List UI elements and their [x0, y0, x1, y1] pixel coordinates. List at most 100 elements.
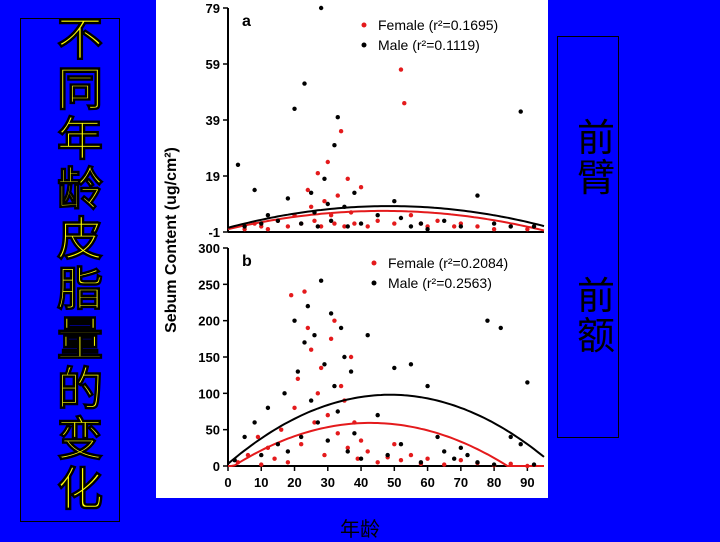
female-point — [475, 224, 480, 229]
y-tick-label: 200 — [198, 314, 220, 329]
male-point — [298, 221, 304, 226]
female-point — [365, 224, 370, 229]
male-point — [442, 218, 447, 223]
female-point — [322, 199, 327, 204]
male-point — [485, 318, 490, 323]
male-legend-marker — [361, 42, 367, 48]
male-point — [325, 438, 330, 443]
male-point — [285, 449, 291, 454]
y-tick-label: 300 — [198, 241, 220, 256]
male-point — [302, 81, 307, 86]
x-tick-label: 10 — [254, 475, 268, 490]
female-point — [525, 227, 530, 232]
male-point — [252, 187, 257, 193]
female-point — [325, 159, 330, 165]
male-point — [292, 106, 297, 112]
female-fit-curve — [228, 421, 544, 467]
male-point — [259, 452, 264, 458]
female-point — [442, 462, 447, 467]
male-fit-curve — [227, 393, 545, 465]
female-point — [332, 318, 337, 323]
female-point — [255, 434, 261, 440]
male-point — [235, 162, 241, 167]
female-point — [315, 391, 321, 396]
male-point — [332, 143, 337, 148]
male-point — [425, 227, 430, 232]
male-point — [315, 224, 321, 229]
male-point — [385, 452, 390, 458]
female-legend-marker — [371, 260, 377, 266]
male-point — [342, 354, 347, 360]
male-legend-marker — [371, 280, 377, 286]
male-fit-curve — [227, 205, 545, 229]
female-point — [292, 405, 297, 411]
x-tick-label: 20 — [287, 475, 301, 490]
male-point — [292, 318, 297, 323]
male-point — [318, 278, 324, 283]
female-point — [375, 218, 380, 223]
female-point — [335, 431, 340, 436]
title-frame — [20, 18, 120, 522]
female-point — [285, 460, 291, 465]
female-point — [335, 193, 340, 198]
female-point — [398, 457, 404, 463]
male-point — [335, 409, 340, 414]
male-point — [265, 213, 271, 218]
female-point — [425, 456, 430, 461]
female-point — [491, 227, 497, 232]
x-tick-label: 0 — [224, 475, 231, 490]
female-point — [312, 218, 317, 223]
male-point — [252, 420, 257, 425]
male-point — [435, 434, 440, 440]
male-point — [322, 362, 327, 367]
panel-letter: b — [242, 253, 252, 270]
y-tick-label: 79 — [206, 1, 220, 16]
male-point — [275, 442, 281, 447]
female-point — [451, 224, 457, 229]
male-point — [345, 224, 350, 229]
male-point — [298, 434, 304, 440]
y-tick-label: -1 — [208, 225, 220, 240]
female-point — [435, 218, 440, 223]
x-tick-label: 90 — [520, 475, 534, 490]
female-point — [345, 176, 350, 181]
female-point — [259, 462, 264, 467]
male-point — [312, 333, 317, 338]
female-point — [315, 171, 321, 176]
x-tick-label: 30 — [321, 475, 335, 490]
female-point — [302, 289, 307, 294]
female-point — [318, 224, 324, 229]
male-point — [531, 462, 537, 467]
male-point — [352, 431, 357, 436]
male-point — [392, 199, 397, 204]
male-legend-label: Male (r²=0.1119) — [378, 37, 480, 53]
male-point — [259, 221, 264, 226]
female-point — [352, 221, 357, 226]
x-tick-label: 40 — [354, 475, 368, 490]
y-tick-label: 39 — [206, 113, 220, 128]
male-point — [408, 224, 414, 229]
male-point — [335, 115, 340, 120]
male-point — [308, 398, 314, 403]
male-point — [398, 215, 404, 221]
male-point — [392, 365, 397, 371]
male-point — [358, 221, 364, 226]
female-point — [265, 227, 271, 232]
x-tick-label: 50 — [387, 475, 401, 490]
male-point — [338, 325, 344, 331]
male-point — [242, 224, 247, 229]
male-point — [332, 383, 337, 389]
female-point — [285, 224, 291, 229]
forearm-label: 前臂 — [576, 116, 615, 200]
chart-background — [156, 0, 548, 498]
female-point — [322, 452, 327, 458]
female-point — [308, 347, 314, 352]
female-point — [345, 445, 350, 451]
female-point — [392, 442, 397, 447]
male-point — [308, 190, 314, 195]
male-point — [418, 460, 424, 465]
y-tick-label: 150 — [198, 350, 220, 365]
forehead-label: 前额 — [576, 274, 615, 358]
male-point — [375, 412, 380, 418]
female-point — [392, 221, 397, 226]
